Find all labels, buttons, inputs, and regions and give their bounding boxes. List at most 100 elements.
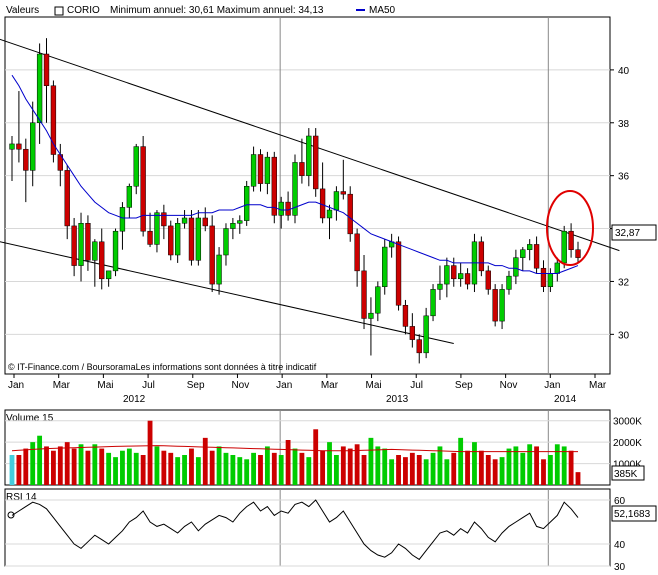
candle-body <box>478 241 485 272</box>
month-label: Jul <box>142 380 155 391</box>
volume-last-box <box>611 465 645 481</box>
volume-bar <box>451 452 457 485</box>
volume-bar <box>154 446 160 485</box>
volume-bar <box>182 455 187 485</box>
volume-bar <box>347 448 353 485</box>
volume-bar <box>465 450 470 485</box>
year-label: 2013 <box>386 394 409 405</box>
candle-body <box>333 191 340 211</box>
volume-bar <box>147 420 153 485</box>
candle-body <box>292 162 298 216</box>
highlight-circle <box>546 190 594 266</box>
candle-body <box>361 270 367 319</box>
volume-bar <box>30 442 36 485</box>
candle-body <box>244 185 250 221</box>
candle-body <box>430 289 436 317</box>
volume-bar <box>120 450 125 485</box>
candle-body <box>354 233 360 272</box>
candle-body <box>257 154 264 184</box>
volume-bar <box>292 448 298 485</box>
volume-bar <box>85 450 91 485</box>
volume-bar <box>458 437 464 485</box>
rsi-last-box <box>611 505 657 522</box>
month-label: Jan <box>276 380 292 391</box>
candle-body <box>147 230 153 245</box>
month-label: Jul <box>410 380 423 391</box>
rsi-last-label: 52,1683 <box>614 509 651 520</box>
volume-title: Volume 15 <box>6 413 54 424</box>
price-tick-label: 30 <box>618 330 630 341</box>
volume-bar <box>354 444 360 485</box>
volume-bar <box>492 459 498 485</box>
volume-ma-line <box>11 445 578 453</box>
price-panel <box>4 16 611 375</box>
volume-bar <box>113 457 118 485</box>
candle-body <box>533 244 540 269</box>
candle-body <box>285 201 291 216</box>
volume-bar <box>57 446 63 485</box>
candle-body <box>368 312 374 319</box>
candle-body <box>513 257 519 277</box>
candle-body <box>16 143 22 150</box>
volume-bar <box>520 452 526 485</box>
volume-bar <box>478 450 484 485</box>
candle-body <box>250 154 257 187</box>
volume-bar <box>361 455 367 485</box>
volume-bar <box>271 452 277 485</box>
month-label: Mai <box>97 380 113 391</box>
valeurs-label: Valeurs <box>6 5 39 16</box>
volume-bar <box>78 444 84 485</box>
candle-body <box>326 209 333 219</box>
candle-body <box>271 156 277 216</box>
candle-body <box>499 289 505 322</box>
volume-bar <box>23 448 29 485</box>
volume-bar <box>485 455 491 485</box>
candle-body <box>547 273 554 287</box>
candle-body <box>78 223 84 266</box>
volume-bar <box>389 459 395 485</box>
volume-bar <box>396 455 401 485</box>
volume-bar <box>568 450 574 485</box>
volume-bar <box>547 455 553 485</box>
volume-bar <box>64 442 70 485</box>
annual-range: Minimum annuel: 30,61 Maximum annuel: 34… <box>110 5 324 16</box>
volume-bar <box>506 448 512 485</box>
volume-bar <box>202 437 208 485</box>
candle-body <box>174 223 181 256</box>
month-label: Mar <box>589 380 607 391</box>
volume-bar <box>258 455 263 485</box>
candle-body <box>43 53 50 87</box>
month-label: Nov <box>231 380 249 391</box>
candle-body <box>209 225 215 285</box>
price-tick-label: 40 <box>618 66 630 77</box>
volume-bar <box>106 452 112 485</box>
candle-body <box>23 148 29 171</box>
volume-bar <box>320 450 326 485</box>
rsi-tick-label: 30 <box>614 562 626 573</box>
rsi-y-axis: 60 40 30 <box>614 496 626 573</box>
candle-body <box>202 217 208 227</box>
candle-body <box>9 143 15 150</box>
candle-body <box>237 220 243 224</box>
candle-body <box>395 241 402 306</box>
volume-tick-label: 2000K <box>613 438 642 449</box>
candle-body <box>188 217 195 261</box>
candle-body <box>92 241 98 261</box>
candle-body <box>230 223 236 229</box>
candle-body <box>382 246 388 287</box>
last-price-label: 32,87 <box>615 228 640 239</box>
volume-bar <box>444 459 450 485</box>
volume-bar <box>575 472 581 485</box>
candle-body <box>492 289 498 322</box>
year-label: 2012 <box>123 394 146 405</box>
source-text: © IT-Finance.com / BoursoramaLes informa… <box>8 362 317 372</box>
volume-bar <box>16 455 22 485</box>
price-tick-label: 38 <box>618 119 630 130</box>
volume-bar <box>223 452 229 485</box>
month-label: Nov <box>500 380 518 391</box>
candle-body <box>154 212 160 245</box>
volume-last-label: 385K <box>614 469 638 480</box>
candle-body <box>36 53 43 124</box>
rsi-marker-icon <box>7 511 15 519</box>
volume-bar <box>161 450 167 485</box>
